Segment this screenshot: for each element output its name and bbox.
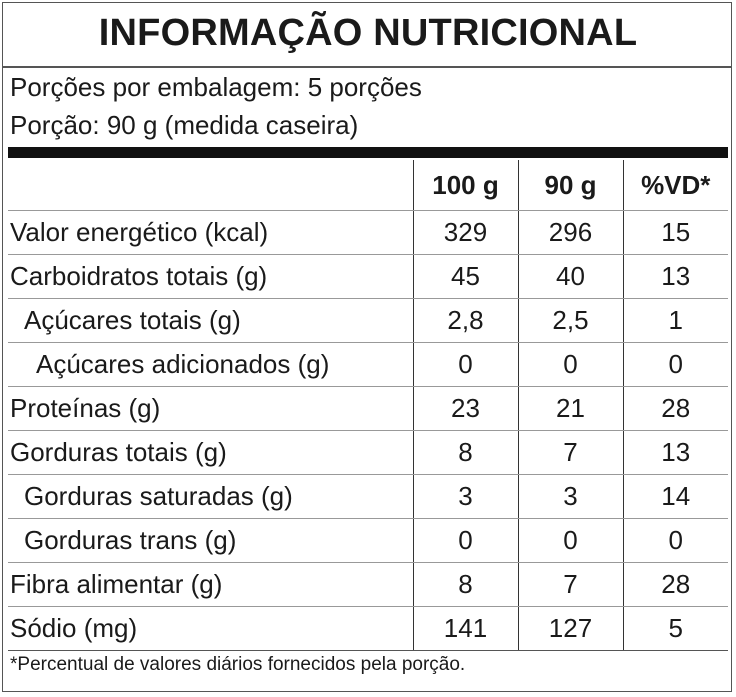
nutrient-value: 127 [517, 606, 623, 651]
nutrient-row: Açúcares totais (g) 2,8 2,5 1 [8, 298, 728, 343]
nutrient-value: 3 [412, 474, 518, 519]
nutrient-value: 40 [517, 254, 623, 299]
nutrient-value: 15 [622, 210, 728, 255]
nutrient-value: 0 [517, 518, 623, 563]
nutrient-name: Fibra alimentar (g) [8, 562, 413, 607]
nutrient-value: 14 [622, 474, 728, 519]
nutrient-name: Açúcares totais (g) [8, 298, 413, 343]
nutrient-value: 0 [412, 518, 518, 563]
nutrient-value: 0 [517, 342, 623, 387]
nutrient-value: 21 [517, 386, 623, 431]
nutrient-row: Sódio (mg) 141 127 5 [8, 606, 728, 651]
nutrient-row: Gorduras saturadas (g) 3 3 14 [8, 474, 728, 519]
nutrient-value: 28 [622, 386, 728, 431]
nutrient-name: Gorduras trans (g) [8, 518, 413, 563]
nutrient-value: 3 [517, 474, 623, 519]
nutrient-name: Sódio (mg) [8, 606, 413, 651]
thick-divider [8, 147, 728, 158]
nutrient-value: 2,8 [412, 298, 518, 343]
nutrient-value: 2,5 [517, 298, 623, 343]
nutrient-value: 23 [412, 386, 518, 431]
nutrient-value: 8 [412, 430, 518, 475]
servings-per-package: Porções por embalagem: 5 porções [10, 72, 422, 102]
nutrient-name: Carboidratos totais (g) [8, 254, 413, 299]
nutrient-row: Gorduras totais (g) 8 7 13 [8, 430, 728, 475]
nutrient-value: 0 [622, 518, 728, 563]
nutrient-name: Açúcares adicionados (g) [8, 342, 413, 387]
nutrient-row: Gorduras trans (g) 0 0 0 [8, 518, 728, 563]
nutrition-table: 100 g 90 g %VD* Valor energético (kcal) 3… [8, 160, 728, 651]
nutrient-value: 5 [622, 606, 728, 651]
nutrient-value: 0 [622, 342, 728, 387]
header-cell: %VD* [622, 160, 728, 211]
header-row: 100 g 90 g %VD* [8, 160, 728, 211]
nutrient-name: Proteínas (g) [8, 386, 413, 431]
header-cell: 90 g [517, 160, 623, 211]
title: INFORMAÇÃO NUTRICIONAL [98, 12, 638, 54]
nutrient-row: Proteínas (g) 23 21 28 [8, 386, 728, 431]
nutrient-value: 141 [412, 606, 518, 651]
header-cell [8, 160, 413, 211]
nutrient-name: Gorduras saturadas (g) [8, 474, 413, 519]
nutrient-value: 13 [622, 430, 728, 475]
divider [2, 66, 732, 68]
nutrient-value: 7 [517, 562, 623, 607]
nutrient-value: 329 [412, 210, 518, 255]
nutrient-row: Fibra alimentar (g) 8 7 28 [8, 562, 728, 607]
nutrient-value: 13 [622, 254, 728, 299]
serving-size: Porção: 90 g (medida caseira) [10, 110, 359, 140]
nutrient-row: Carboidratos totais (g) 45 40 13 [8, 254, 728, 299]
header-cell: 100 g [412, 160, 518, 211]
nutrient-row: Açúcares adicionados (g) 0 0 0 [8, 342, 728, 387]
nutrient-value: 8 [412, 562, 518, 607]
nutrient-value: 7 [517, 430, 623, 475]
nutrient-row: Valor energético (kcal) 329 296 15 [8, 210, 728, 255]
nutrient-name: Valor energético (kcal) [8, 210, 413, 255]
nutrient-value: 0 [412, 342, 518, 387]
nutrient-value: 28 [622, 562, 728, 607]
nutrient-name: Gorduras totais (g) [8, 430, 413, 475]
nutrient-value: 1 [622, 298, 728, 343]
nutrient-value: 296 [517, 210, 623, 255]
footnote: *Percentual de valores diários fornecido… [10, 654, 466, 675]
nutrient-value: 45 [412, 254, 518, 299]
